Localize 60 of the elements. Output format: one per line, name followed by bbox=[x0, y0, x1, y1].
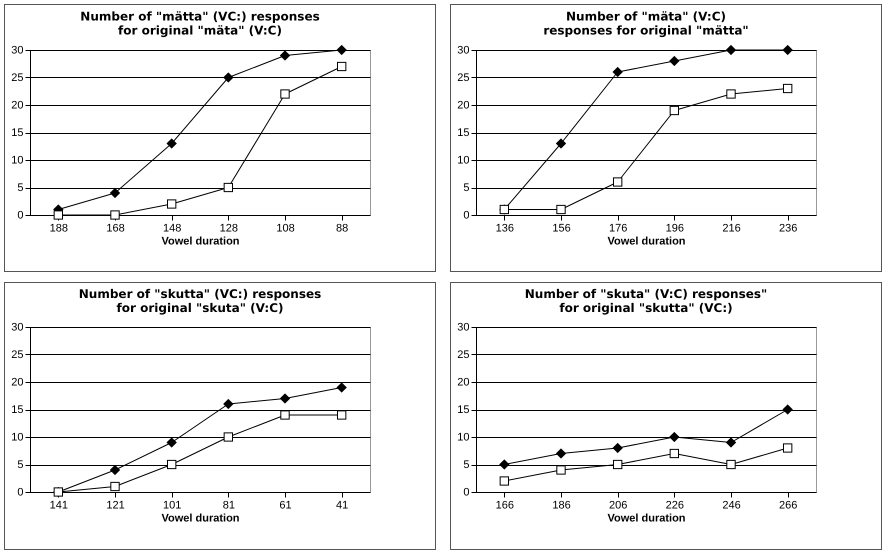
x-tick-label: 136 bbox=[496, 222, 514, 234]
chart-title: Number of "skutta" (VC:) responses for original "skuta" (V:C) bbox=[78, 287, 322, 315]
x-tick-label: 196 bbox=[666, 222, 684, 234]
x-tick-label: 81 bbox=[222, 500, 235, 512]
x-tick-label: 41 bbox=[336, 500, 348, 512]
x-tick-label: 101 bbox=[162, 500, 182, 512]
y-tick-label: 15 bbox=[457, 127, 470, 139]
y-tick-label: 20 bbox=[457, 100, 470, 112]
y-tick-label: 0 bbox=[463, 486, 470, 498]
x-tick-label: 166 bbox=[496, 500, 514, 512]
x-tick-label: 128 bbox=[220, 222, 238, 234]
y-tick-label: 25 bbox=[457, 349, 470, 361]
x-tick-label: 108 bbox=[276, 222, 295, 234]
chart-title: Number of "mätta" (VC:) responses for original "mäta" (V:C) bbox=[80, 10, 320, 38]
x-tick-label: 121 bbox=[106, 500, 125, 512]
y-tick-label: 5 bbox=[17, 182, 24, 194]
y-tick-label: 10 bbox=[457, 432, 470, 444]
x-tick-label: 226 bbox=[666, 500, 684, 512]
x-tick-label: 148 bbox=[162, 222, 182, 234]
x-tick-label: 216 bbox=[722, 222, 741, 234]
y-tick-label: 5 bbox=[17, 459, 24, 471]
y-tick-label: 30 bbox=[457, 44, 470, 56]
x-tick-label: 168 bbox=[106, 222, 125, 234]
y-tick-label: 0 bbox=[17, 210, 24, 222]
x-tick-label: 266 bbox=[778, 500, 798, 512]
x-axis-title: Vowel duration bbox=[161, 236, 240, 248]
y-tick-label: 10 bbox=[457, 154, 470, 166]
x-tick-label: 236 bbox=[778, 222, 798, 234]
y-tick-label: 15 bbox=[11, 404, 24, 416]
x-tick-label: 88 bbox=[336, 222, 348, 234]
x-tick-label: 176 bbox=[608, 222, 628, 234]
y-tick-label: 25 bbox=[457, 72, 470, 84]
y-tick-label: 25 bbox=[11, 72, 24, 84]
y-tick-label: 5 bbox=[463, 182, 470, 194]
y-tick-label: 0 bbox=[463, 210, 470, 222]
y-tick-label: 15 bbox=[11, 127, 24, 139]
x-tick-label: 206 bbox=[608, 500, 628, 512]
y-tick-label: 25 bbox=[11, 349, 24, 361]
y-tick-label: 20 bbox=[11, 376, 24, 388]
x-tick-label: 141 bbox=[50, 500, 68, 512]
x-tick-label: 188 bbox=[50, 222, 68, 234]
y-tick-label: 10 bbox=[11, 154, 24, 166]
x-tick-label: 61 bbox=[279, 500, 292, 512]
y-tick-label: 30 bbox=[457, 322, 470, 334]
y-tick-label: 15 bbox=[457, 404, 470, 416]
x-tick-label: 246 bbox=[722, 500, 741, 512]
y-tick-label: 20 bbox=[457, 376, 470, 388]
y-tick-label: 30 bbox=[11, 322, 24, 334]
x-axis-title: Vowel duration bbox=[161, 512, 240, 524]
y-tick-label: 5 bbox=[463, 459, 470, 471]
chart-title: Number of "skuta" (V:C) responses" for original "skutta" (VC:) bbox=[524, 287, 768, 315]
chart-title: Number of "mäta" (V:C) responses for original "mätta" bbox=[543, 10, 749, 38]
y-tick-label: 10 bbox=[11, 432, 24, 444]
y-tick-label: 30 bbox=[11, 44, 24, 56]
x-axis-title: Vowel duration bbox=[607, 236, 686, 248]
y-tick-label: 20 bbox=[11, 100, 24, 112]
x-tick-label: 156 bbox=[552, 222, 571, 234]
x-tick-label: 186 bbox=[552, 500, 571, 512]
y-tick-label: 0 bbox=[17, 486, 24, 498]
x-axis-title: Vowel duration bbox=[607, 512, 686, 524]
